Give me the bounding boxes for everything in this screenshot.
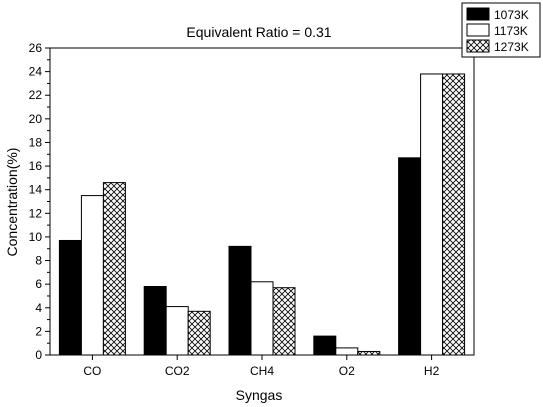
bar-co2-1273k <box>187 310 211 356</box>
x-axis-label: Syngas <box>236 387 283 403</box>
x-tick-label: CO2 <box>165 364 190 378</box>
bar-h2-1173k <box>420 73 444 356</box>
x-axis: CO CO2 CH4 O2 H2 <box>83 355 440 378</box>
bar-ch4-1073k <box>228 245 252 356</box>
bar-co-1173k <box>80 195 104 356</box>
y-tick-label: 10 <box>29 230 43 244</box>
bar-co2-1073k <box>143 286 167 356</box>
legend-label: 1273K <box>494 40 529 54</box>
x-tick-label: CH4 <box>250 364 274 378</box>
legend-label: 1173K <box>494 24 528 38</box>
legend: 1073K 1173K 1273K <box>461 2 541 58</box>
legend-swatch <box>466 39 490 53</box>
y-tick-label: 6 <box>35 277 42 291</box>
y-tick-label: 18 <box>29 135 43 149</box>
legend-label: 1073K <box>494 8 529 22</box>
x-tick-label: CO <box>83 364 101 378</box>
bar-ch4-1273k <box>272 287 296 356</box>
y-axis-label: Concentration(%) <box>4 148 20 257</box>
bar-o2-1073k <box>313 335 337 356</box>
y-tick-label: 0 <box>35 348 42 362</box>
legend-swatch <box>466 7 490 21</box>
y-tick-label: 22 <box>29 88 43 102</box>
bar-co-1273k <box>102 182 126 356</box>
y-tick-label: 4 <box>35 301 42 315</box>
x-tick-label: O2 <box>339 364 355 378</box>
bar-h2-1073k <box>398 157 422 356</box>
bar-ch4-1173k <box>250 281 274 356</box>
bar-co-1073k <box>58 239 82 356</box>
y-tick-label: 26 <box>29 41 43 55</box>
bar-co2-1173k <box>165 306 189 356</box>
bar-o2-1273k <box>357 350 381 356</box>
y-tick-label: 16 <box>29 159 43 173</box>
y-tick-label: 12 <box>29 206 43 220</box>
bar-o2-1173k <box>335 347 359 356</box>
chart-title: Equivalent Ratio = 0.31 <box>186 24 331 40</box>
x-tick-label: H2 <box>424 364 440 378</box>
y-tick-label: 20 <box>29 112 43 126</box>
plot-frame <box>49 47 475 356</box>
legend-swatch <box>466 23 490 37</box>
y-tick-label: 14 <box>29 183 43 197</box>
bar-h2-1273k <box>442 73 466 356</box>
bars <box>58 73 466 356</box>
y-tick-label: 8 <box>35 254 42 268</box>
y-tick-label: 24 <box>29 65 43 79</box>
y-tick-label: 2 <box>35 324 42 338</box>
